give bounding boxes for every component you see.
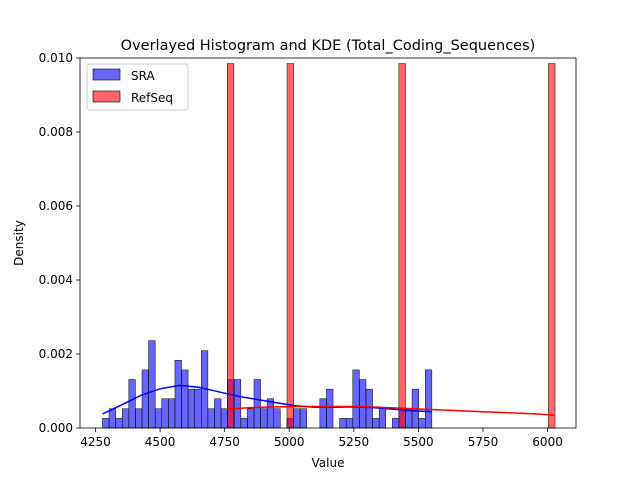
legend: SRA RefSeq	[86, 63, 189, 111]
legend-label-refseq: RefSeq	[131, 91, 173, 105]
sra-bar	[240, 418, 248, 429]
sra-bar	[174, 360, 182, 429]
y-tick-label: 0.008	[39, 125, 73, 139]
sra-bar	[359, 379, 367, 429]
x-tick-label: 5750	[468, 435, 499, 449]
sra-bar	[220, 408, 228, 429]
sra-bar	[293, 408, 301, 429]
sra-bar	[194, 388, 202, 429]
sra-bar	[115, 418, 123, 429]
sra-bar	[253, 379, 261, 429]
sra-bar	[352, 369, 360, 429]
sra-bar	[214, 398, 222, 429]
refseq-kde-line	[227, 405, 555, 416]
sra-bar	[181, 369, 189, 429]
y-tick-label: 0.002	[39, 347, 73, 361]
x-tick-label: 5000	[274, 435, 305, 449]
x-tick-label: 4500	[145, 435, 176, 449]
refseq-bar	[548, 63, 556, 429]
sra-bar	[378, 408, 386, 429]
sra-bar	[148, 340, 156, 429]
x-tick-label: 5500	[403, 435, 434, 449]
sra-bar	[418, 418, 426, 429]
x-axis-label: Value	[312, 456, 345, 470]
chart-title: Overlayed Histogram and KDE (Total_Codin…	[121, 38, 536, 54]
refseq-bar	[227, 63, 235, 429]
sra-bar	[233, 379, 242, 429]
sra-bar	[345, 418, 354, 429]
legend-label-sra: SRA	[131, 69, 155, 83]
sra-bar	[405, 408, 413, 429]
sra-bar	[425, 369, 433, 429]
y-tick-label: 0.004	[39, 273, 73, 287]
sra-bar	[339, 418, 347, 429]
sra-bar	[128, 379, 136, 429]
sra-bar	[187, 388, 195, 429]
refseq-bar	[398, 63, 406, 429]
sra-bar	[392, 418, 400, 429]
sra-bar	[266, 398, 275, 429]
y-tick-label: 0.006	[39, 199, 73, 213]
legend-swatch-sra	[92, 68, 121, 81]
y-axis-label: Density	[12, 220, 26, 266]
y-tick-label: 0.000	[39, 421, 73, 435]
sra-bar	[247, 408, 255, 429]
refseq-bar	[286, 63, 294, 429]
y-axis-ticks: 0.000 0.002 0.004 0.006 0.008 0.010	[39, 51, 80, 435]
sra-bar	[108, 408, 116, 429]
legend-swatch-refseq	[92, 90, 121, 103]
x-axis-ticks: 4250 4500 4750 5000 5250 5500 5750 6000	[80, 428, 563, 449]
sra-bar	[326, 388, 334, 429]
sra-bar	[135, 408, 143, 429]
plot-frame	[79, 57, 577, 429]
sra-histogram-bars	[102, 340, 433, 429]
refseq-histogram-bars	[227, 63, 556, 429]
sra-bar	[121, 408, 130, 429]
sra-bar	[365, 388, 373, 429]
sra-bar	[154, 408, 163, 429]
x-tick-label: 4750	[209, 435, 240, 449]
x-tick-label: 4250	[80, 435, 111, 449]
sra-bar	[141, 369, 149, 429]
x-tick-label: 6000	[532, 435, 563, 449]
sra-bar	[319, 398, 327, 429]
sra-bar	[168, 398, 176, 429]
sra-bar	[161, 398, 169, 429]
sra-bar	[260, 408, 268, 429]
sra-bar	[299, 408, 307, 429]
sra-bar	[372, 418, 380, 429]
sra-bar	[207, 408, 215, 429]
y-tick-label: 0.010	[39, 51, 73, 65]
x-tick-label: 5250	[339, 435, 370, 449]
sra-bar	[102, 418, 110, 429]
sra-bar	[273, 408, 281, 429]
